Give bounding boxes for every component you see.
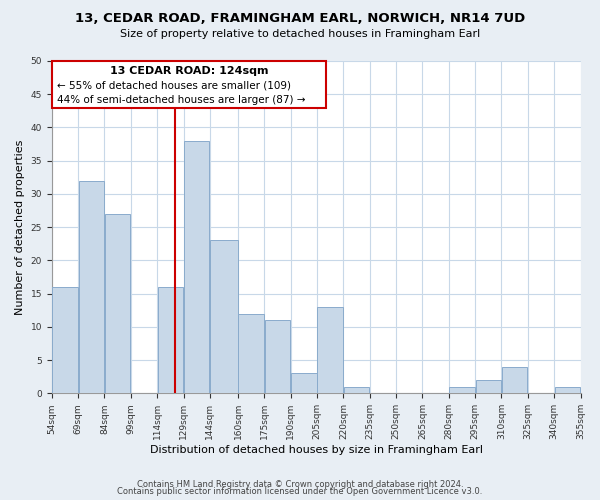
Text: 13 CEDAR ROAD: 124sqm: 13 CEDAR ROAD: 124sqm xyxy=(110,66,268,76)
Bar xyxy=(344,386,369,394)
X-axis label: Distribution of detached houses by size in Framingham Earl: Distribution of detached houses by size … xyxy=(149,445,482,455)
Text: 13, CEDAR ROAD, FRAMINGHAM EARL, NORWICH, NR14 7UD: 13, CEDAR ROAD, FRAMINGHAM EARL, NORWICH… xyxy=(75,12,525,26)
Bar xyxy=(476,380,501,394)
Text: ← 55% of detached houses are smaller (109): ← 55% of detached houses are smaller (10… xyxy=(57,80,291,90)
Bar xyxy=(158,287,183,394)
FancyBboxPatch shape xyxy=(52,61,326,108)
Text: Size of property relative to detached houses in Framingham Earl: Size of property relative to detached ho… xyxy=(120,29,480,39)
Bar xyxy=(105,214,130,394)
Bar xyxy=(317,307,343,394)
Bar xyxy=(554,386,580,394)
Bar xyxy=(502,367,527,394)
Bar xyxy=(291,374,317,394)
Bar xyxy=(52,287,77,394)
Text: Contains HM Land Registry data © Crown copyright and database right 2024.: Contains HM Land Registry data © Crown c… xyxy=(137,480,463,489)
Bar xyxy=(184,141,209,394)
Text: Contains public sector information licensed under the Open Government Licence v3: Contains public sector information licen… xyxy=(118,487,482,496)
Y-axis label: Number of detached properties: Number of detached properties xyxy=(15,140,25,315)
Bar xyxy=(265,320,290,394)
Bar xyxy=(79,180,104,394)
Bar xyxy=(449,386,475,394)
Bar xyxy=(238,314,264,394)
Text: 44% of semi-detached houses are larger (87) →: 44% of semi-detached houses are larger (… xyxy=(57,94,305,104)
Bar xyxy=(211,240,238,394)
